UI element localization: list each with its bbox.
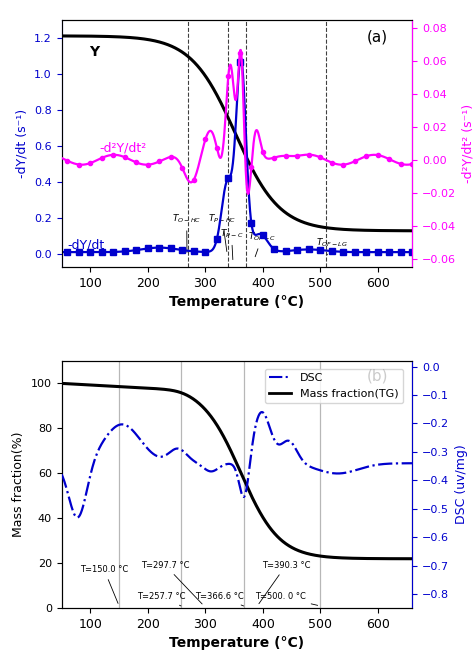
Text: $T_{OF-LG}$: $T_{OF-LG}$	[316, 236, 348, 255]
Y-axis label: -d²Y/dt² (s⁻¹): -d²Y/dt² (s⁻¹)	[462, 104, 474, 183]
Y-axis label: DSC (uv/mg): DSC (uv/mg)	[455, 445, 468, 525]
Text: -d²Y/dt²: -d²Y/dt²	[99, 141, 146, 154]
Text: T=366.6 °C: T=366.6 °C	[195, 593, 244, 606]
X-axis label: Temperature (°C): Temperature (°C)	[169, 636, 305, 651]
X-axis label: Temperature (°C): Temperature (°C)	[169, 295, 305, 309]
Text: (b): (b)	[366, 368, 388, 383]
Text: T=297.7 °C: T=297.7 °C	[141, 560, 202, 604]
Text: T=257.7 °C: T=257.7 °C	[137, 593, 186, 606]
Text: $T_{P-HC}$: $T_{P-HC}$	[208, 213, 237, 252]
Legend: DSC, Mass fraction(TG): DSC, Mass fraction(TG)	[264, 369, 403, 404]
Y-axis label: Mass fraction(%): Mass fraction(%)	[12, 432, 25, 538]
Text: T=500. 0 °C: T=500. 0 °C	[255, 593, 318, 606]
Text: $T_{P-C}$: $T_{P-C}$	[220, 227, 243, 260]
Text: $T_{OF-C}$: $T_{OF-C}$	[248, 231, 276, 257]
Text: T=150.0 °C: T=150.0 °C	[80, 565, 128, 604]
Text: $T_{O-HC}$: $T_{O-HC}$	[172, 213, 201, 252]
Text: (a): (a)	[367, 29, 388, 44]
Text: -dY/dt: -dY/dt	[67, 239, 105, 252]
Text: T=390.3 °C: T=390.3 °C	[259, 560, 310, 604]
Y-axis label: -dY/dt (s⁻¹): -dY/dt (s⁻¹)	[16, 109, 28, 178]
Text: Y: Y	[89, 44, 100, 59]
